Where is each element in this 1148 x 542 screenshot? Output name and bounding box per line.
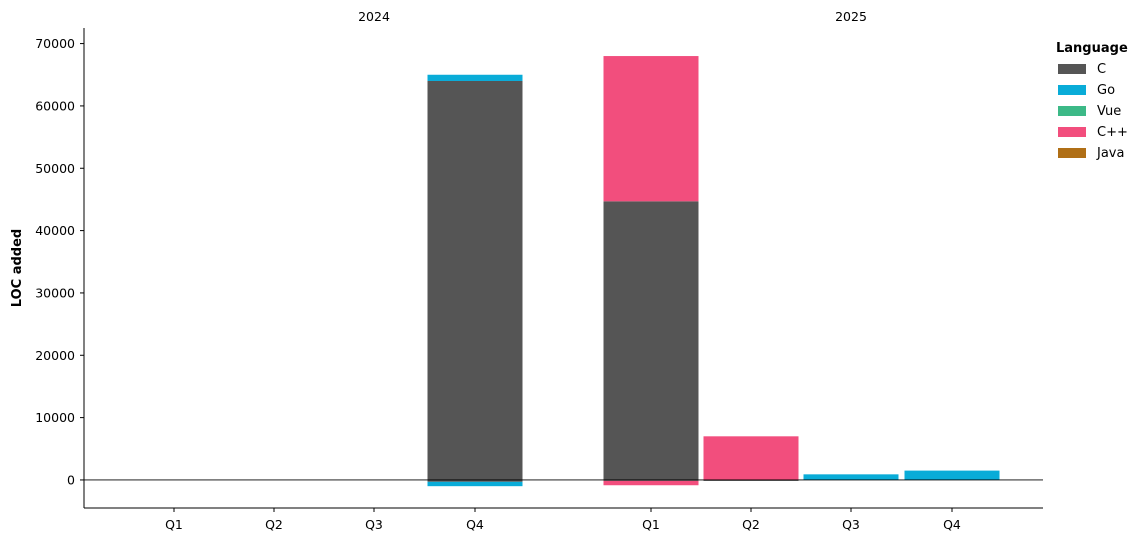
labels-layer: 0 10000 20000 30000 40000 50000 60000 70000 Q1 Q2… xyxy=(10,9,961,532)
x-tick-label: Q4 xyxy=(943,517,961,532)
legend-title: Language xyxy=(1056,41,1128,56)
y-tick-label: 30000 xyxy=(35,285,75,300)
x-tick-label: Q3 xyxy=(365,517,383,532)
legend-label-c: C xyxy=(1097,62,1106,77)
legend-swatch-cpp xyxy=(1058,127,1086,137)
y-tick-label: 60000 xyxy=(35,98,75,113)
y-axis-label: LOC added xyxy=(10,229,25,307)
bar-neg-go-2024-Q4 xyxy=(427,481,523,487)
x-tick-label: Q1 xyxy=(165,517,183,532)
legend-swatch-c xyxy=(1058,64,1086,74)
bar-neg-c-2025-Q1 xyxy=(603,479,699,481)
bar-neg-cpp-2025-Q1 xyxy=(603,480,699,486)
group-label-2025: 2025 xyxy=(835,9,867,24)
y-tick-label: 20000 xyxy=(35,348,75,363)
bar-c-2024-Q4 xyxy=(427,80,523,480)
axes-layer xyxy=(80,28,1043,512)
bar-c-2025-Q1 xyxy=(603,201,699,480)
legend-swatch-vue xyxy=(1058,106,1086,116)
y-tick-label: 10000 xyxy=(35,410,75,425)
legend-swatch-java xyxy=(1058,148,1086,158)
legend-label-java: Java xyxy=(1096,146,1124,161)
bar-cpp-2025-Q2 xyxy=(703,436,799,480)
bar-cpp-2025-Q1 xyxy=(603,56,699,202)
bar-go-2024-Q4 xyxy=(427,74,523,81)
bar-neg-c-2024-Q4 xyxy=(427,479,523,482)
legend-label-cpp: C++ xyxy=(1097,125,1128,140)
y-tick-label: 0 xyxy=(67,472,75,487)
legend: Language C Go Vue C++ Java xyxy=(1056,41,1128,161)
x-tick-label: Q2 xyxy=(265,517,283,532)
bars-layer xyxy=(427,56,1000,487)
legend-label-go: Go xyxy=(1097,83,1115,98)
x-tick-label: Q4 xyxy=(466,517,484,532)
bar-go-2025-Q4 xyxy=(904,470,1000,480)
x-tick-label: Q1 xyxy=(642,517,660,532)
y-tick-label: 70000 xyxy=(35,36,75,51)
legend-label-vue: Vue xyxy=(1097,104,1121,119)
bar-go-2025-Q3 xyxy=(803,474,899,480)
y-tick-label: 40000 xyxy=(35,223,75,238)
group-label-2024: 2024 xyxy=(358,9,390,24)
y-tick-label: 50000 xyxy=(35,161,75,176)
x-tick-label: Q2 xyxy=(742,517,760,532)
x-tick-label: Q3 xyxy=(842,517,860,532)
legend-swatch-go xyxy=(1058,85,1086,95)
bar-neg-c-2025-Q2 xyxy=(703,479,799,481)
